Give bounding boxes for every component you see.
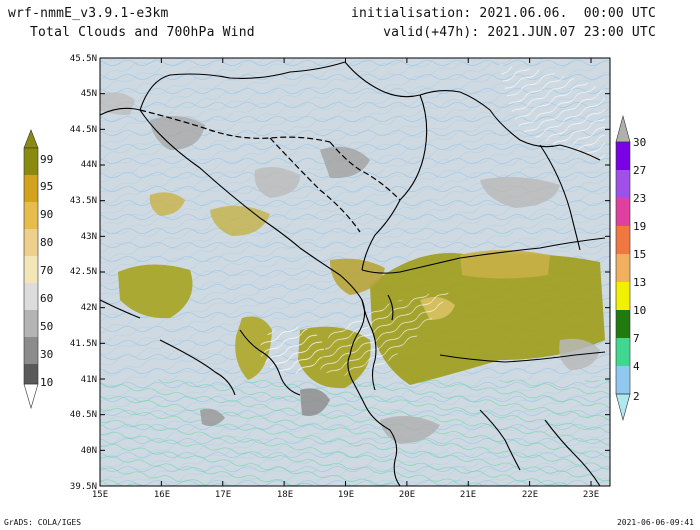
colorbar-swatch (616, 282, 630, 310)
colorbar-swatch (616, 226, 630, 254)
lon-label: 15E (92, 490, 108, 500)
model-name: wrf-nmmE_v3.9.1-e3km (8, 6, 169, 21)
lat-label: 45N (81, 89, 97, 99)
wind-colorbar: 30 27 23 19 15 13 10 7 4 2 (615, 114, 646, 422)
colorbar-swatch (616, 254, 630, 282)
product-title: Total Clouds and 700hPa Wind (30, 25, 255, 40)
colorbar-swatch (24, 364, 38, 384)
valid-time: valid(+47h): 2021.JUN.07 23:00 UTC (383, 25, 656, 40)
colorbar-bottom-arrow (23, 383, 39, 410)
lat-label: 44N (81, 160, 97, 170)
colorbar-swatch (24, 283, 38, 310)
wind-streamlines-southern (100, 380, 610, 486)
render-timestamp: 2021-06-06-09:41 (616, 518, 694, 527)
cloud-colorbar-label: 95 (40, 180, 53, 193)
wind-colorbar-label: 13 (633, 276, 646, 289)
colorbar-swatch (24, 256, 38, 283)
lat-label: 42.5N (70, 267, 97, 277)
lon-label: 17E (215, 490, 231, 500)
lat-label: 41.5N (70, 339, 97, 349)
grads-credit: GrADS: COLA/IGES (4, 518, 82, 527)
wind-colorbar-label: 30 (633, 136, 646, 149)
colorbar-swatch (24, 202, 38, 229)
cloud-colorbar-label: 10 (40, 376, 53, 389)
wind-colorbar-label: 2 (633, 390, 640, 403)
lon-label: 18E (277, 490, 293, 500)
colorbar-swatch (24, 148, 38, 175)
lat-label: 39.5N (70, 482, 97, 492)
lon-label: 23E (583, 490, 599, 500)
lon-label: 19E (338, 490, 354, 500)
plot-area (100, 58, 610, 486)
colorbar-swatch (616, 310, 630, 338)
lon-label: 21E (460, 490, 476, 500)
lon-label: 16E (154, 490, 170, 500)
colorbar-swatch (24, 310, 38, 337)
cloud-colorbar-label: 99 (40, 153, 53, 166)
colorbar-swatch (616, 366, 630, 394)
longitude-axis: 15E 16E 17E 18E 19E 20E 21E 22E 23E (92, 490, 599, 500)
latitude-axis: 45.5N 45N 44.5N 44N 43.5N 43N 42.5N 42N … (70, 54, 97, 492)
cloud-colorbar: 99 95 90 80 70 60 50 30 10 (23, 129, 53, 410)
wind-colorbar-label: 10 (633, 304, 646, 317)
lat-label: 43.5N (70, 196, 97, 206)
wind-colorbar-label: 7 (633, 332, 640, 345)
lat-label: 40N (81, 446, 97, 456)
cloud-colorbar-label: 70 (40, 264, 53, 277)
colorbar-bottom-arrow (615, 393, 631, 422)
colorbar-top-arrow (23, 129, 39, 149)
cloud-colorbar-label: 90 (40, 208, 53, 221)
lat-label: 41N (81, 375, 97, 385)
wind-colorbar-label: 23 (633, 192, 646, 205)
colorbar-swatch (616, 142, 630, 170)
lat-label: 43N (81, 232, 97, 242)
cloud-colorbar-label: 50 (40, 320, 53, 333)
lat-label: 42N (81, 303, 97, 313)
cloud-colorbar-label: 30 (40, 348, 53, 361)
lat-label: 45.5N (70, 54, 97, 64)
colorbar-swatch (616, 338, 630, 366)
wind-colorbar-label: 27 (633, 164, 646, 177)
wind-streamlines-white (260, 65, 605, 376)
colorbar-top-arrow (615, 114, 631, 143)
colorbar-swatch (24, 229, 38, 256)
axis-ticks (99, 57, 610, 487)
colorbar-swatch (616, 198, 630, 226)
wind-colorbar-label: 19 (633, 220, 646, 233)
cloud-colorbar-label: 60 (40, 292, 53, 305)
lat-label: 40.5N (70, 410, 97, 420)
lat-label: 44.5N (70, 125, 97, 135)
lon-label: 22E (522, 490, 538, 500)
colorbar-swatch (616, 170, 630, 198)
lon-label: 20E (399, 490, 415, 500)
cloud-colorbar-label: 80 (40, 236, 53, 249)
wind-colorbar-label: 4 (633, 360, 640, 373)
colorbar-swatch (24, 175, 38, 202)
initialisation-time: initialisation: 2021.06.06. 00:00 UTC (350, 6, 656, 21)
colorbar-swatch (24, 337, 38, 364)
national-borders (139, 109, 401, 233)
wind-colorbar-label: 15 (633, 248, 646, 261)
